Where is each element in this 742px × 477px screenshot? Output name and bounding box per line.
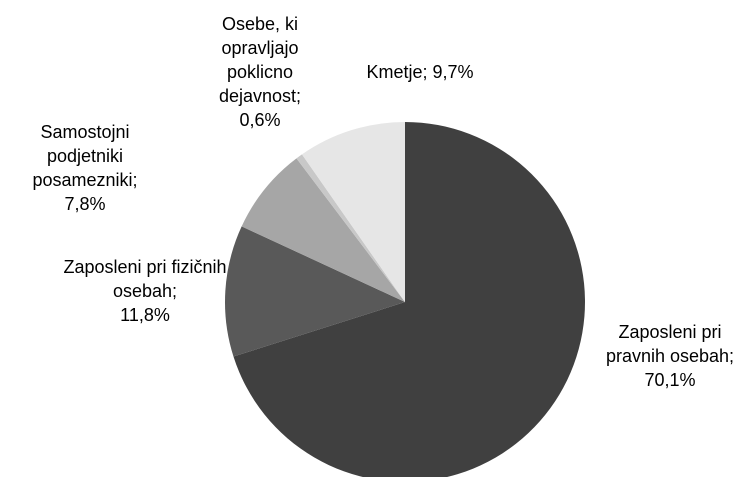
data-label: Kmetje; 9,7% (335, 60, 505, 84)
value-label: 9,7% (432, 62, 474, 82)
value-label: 11,8% (120, 305, 170, 325)
data-label: Zaposleni pri pravnih osebah; 70,1% (600, 320, 740, 392)
label-separator: ; (422, 62, 428, 82)
data-label: Osebe, ki opravljajo poklicno dejavnost;… (195, 12, 325, 132)
value-label: 0,6% (239, 110, 281, 130)
label-separator: ; (132, 170, 138, 190)
label-separator: ; (296, 86, 302, 106)
category-name: Zaposleni pri fizičnih osebah (63, 257, 227, 301)
category-name: Kmetje (366, 62, 423, 82)
category-name: Osebe, ki opravljajo poklicno dejavnost (218, 14, 299, 106)
data-label: Samostojni podjetniki posamezniki; 7,8% (5, 120, 165, 216)
category-name: Samostojni podjetniki posamezniki (32, 122, 133, 190)
data-label: Zaposleni pri fizičnih osebah; 11,8% (55, 255, 235, 327)
pie-slice (296, 154, 405, 302)
pie-slice (225, 226, 405, 357)
value-label: 7,8% (64, 194, 106, 214)
category-name: Zaposleni pri pravnih osebah (605, 322, 730, 366)
pie-slice (301, 122, 405, 302)
pie-slice (233, 122, 585, 477)
label-separator: ; (172, 281, 178, 301)
value-label: 70,1% (644, 370, 696, 390)
label-separator: ; (729, 346, 735, 366)
pie-slice (241, 158, 405, 302)
